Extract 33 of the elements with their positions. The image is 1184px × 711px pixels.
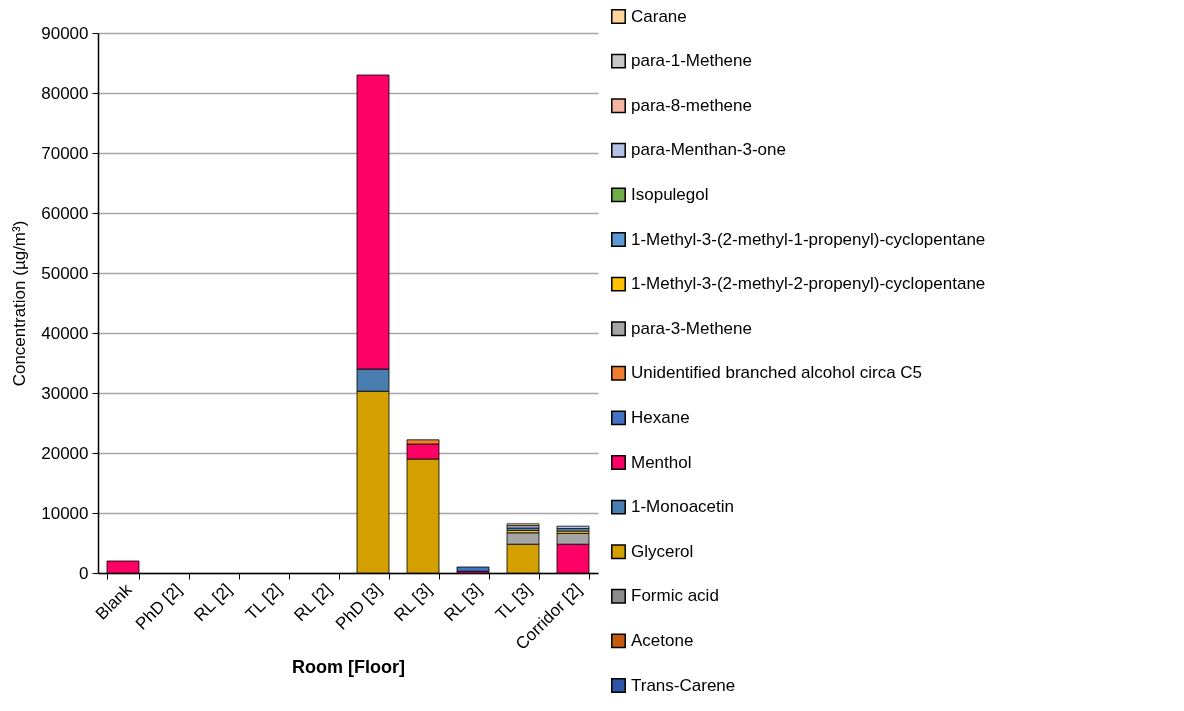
y-tick-label: 90000 <box>41 23 89 43</box>
legend-label: Formic acid <box>631 586 719 606</box>
x-tick-label: RL [3] <box>440 580 486 626</box>
legend-label: Acetone <box>631 630 694 650</box>
y-tick-label: 0 <box>79 563 89 583</box>
legend-label: para-8-methene <box>631 95 752 115</box>
legend-label: Hexane <box>631 407 690 427</box>
y-tick-label: 30000 <box>41 383 89 403</box>
legend-label: Isopulegol <box>631 184 709 204</box>
y-tick-label: 70000 <box>41 143 89 163</box>
y-tick-label: 50000 <box>41 263 89 283</box>
y-tick-label: 10000 <box>41 503 89 523</box>
legend-label: 1-Methyl-3-(2-methyl-2-propenyl)-cyclopentane <box>631 274 986 294</box>
x-tick-label: TL [2] <box>241 580 286 624</box>
legend-label: 1-Methyl-3-(2-methyl-1-propenyl)-cyclopentane <box>631 229 986 249</box>
x-tick-label: RL [2] <box>290 580 336 626</box>
legend-label: Menthol <box>631 452 692 472</box>
legend-label: 1-Monoacetin <box>631 497 735 517</box>
y-tick-label: 80000 <box>41 83 89 103</box>
legend-label: para-3-Methene <box>631 318 752 338</box>
y-tick-label: 20000 <box>41 443 89 463</box>
x-tick-label: RL [3] <box>390 580 436 626</box>
legend-label: Trans-Carene <box>631 675 736 695</box>
legend-label: Unidentified branched alcohol circa C5 <box>631 363 923 383</box>
y-axis-title: Concentration (µg/m³) <box>10 220 30 387</box>
y-tick-label: 40000 <box>41 323 89 343</box>
x-axis-title: Room [Floor] <box>292 656 405 677</box>
legend-label: Glycerol <box>631 541 694 561</box>
legend-label: para-1-Methene <box>631 51 752 71</box>
x-tick-label: RL [2] <box>190 580 236 626</box>
y-tick-label: 60000 <box>41 203 89 223</box>
legend-label: Carane <box>631 6 687 26</box>
legend-label: para-Menthan-3-one <box>631 140 786 160</box>
